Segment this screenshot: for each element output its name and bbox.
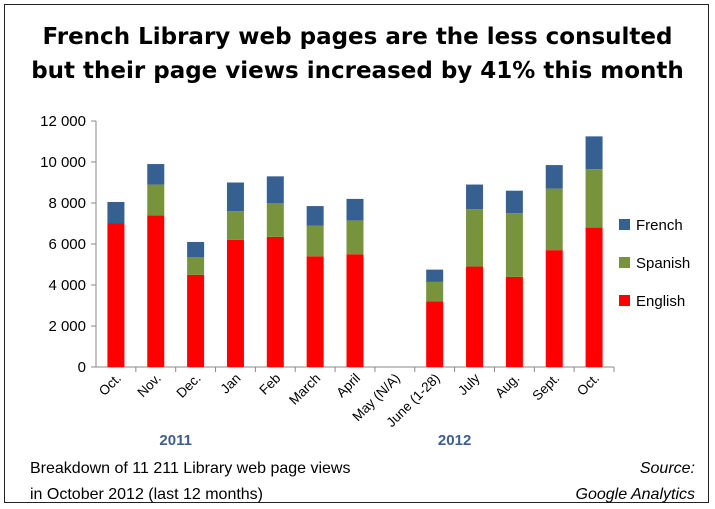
y-tick-label: 8 000 bbox=[48, 195, 86, 212]
bar-english bbox=[306, 256, 324, 367]
bar-english bbox=[426, 301, 444, 367]
legend-label-spanish: Spanish bbox=[636, 255, 690, 272]
bar-spanish bbox=[346, 220, 364, 255]
bar-english bbox=[545, 250, 563, 367]
footer-source: Source: Google Analytics bbox=[576, 456, 695, 508]
x-tick-label: Dec. bbox=[173, 371, 203, 401]
x-tick-label: Oct. bbox=[96, 371, 124, 399]
bar-spanish bbox=[306, 225, 324, 257]
y-tick-label: 6 000 bbox=[48, 236, 86, 253]
legend-swatch-english bbox=[619, 295, 630, 306]
bar-english bbox=[505, 276, 523, 367]
year-label: 2012 bbox=[438, 432, 471, 449]
bar-english bbox=[585, 227, 603, 367]
x-tick-label: July bbox=[455, 370, 483, 398]
bar-french bbox=[505, 190, 523, 214]
y-tick-label: 12 000 bbox=[40, 113, 86, 130]
year-label: 2011 bbox=[159, 432, 192, 449]
bar-french bbox=[187, 241, 205, 258]
bar-french bbox=[147, 164, 165, 185]
bar-spanish bbox=[585, 169, 603, 228]
bar-french bbox=[346, 198, 364, 221]
bar-french bbox=[306, 206, 324, 226]
x-tick-label: Feb bbox=[256, 371, 283, 398]
footer-source-line-2: Google Analytics bbox=[575, 486, 695, 503]
footer-description: Breakdown of 11 211 Library web page vie… bbox=[30, 456, 350, 508]
bar-spanish bbox=[187, 257, 205, 275]
x-tick-label: Nov. bbox=[134, 371, 164, 401]
footer-description-line-2: in October 2012 (last 12 months) bbox=[30, 486, 264, 503]
x-tick-label: Sept. bbox=[529, 371, 562, 404]
y-tick-label: 10 000 bbox=[40, 154, 86, 171]
bar-spanish bbox=[466, 209, 484, 267]
bar-english bbox=[107, 223, 125, 367]
bar-french bbox=[545, 165, 563, 189]
bar-english bbox=[346, 254, 364, 367]
legend-label-french: French bbox=[636, 217, 683, 234]
bar-french bbox=[266, 176, 284, 203]
chart-title-line-1: French Library web pages are the less co… bbox=[42, 24, 673, 50]
bar-french bbox=[466, 184, 484, 210]
legend-swatch-spanish bbox=[619, 257, 630, 268]
y-tick-label: 2 000 bbox=[48, 318, 86, 335]
x-tick-label: Aug. bbox=[492, 371, 522, 401]
footer-source-line-1: Source: bbox=[639, 460, 695, 477]
bar-english bbox=[226, 239, 244, 367]
chart-title: French Library web pages are the less co… bbox=[0, 20, 715, 88]
footer-description-line-1: Breakdown of 11 211 Library web page vie… bbox=[30, 460, 351, 477]
bar-french bbox=[107, 201, 125, 224]
bar-english bbox=[266, 236, 284, 367]
bar-spanish bbox=[545, 188, 563, 251]
legend-swatch-french bbox=[619, 219, 630, 230]
bar-french bbox=[226, 182, 244, 212]
x-tick-label: Jan bbox=[218, 371, 244, 397]
y-tick-label: 4 000 bbox=[48, 277, 86, 294]
bar-spanish bbox=[226, 211, 244, 240]
x-tick-label: Oct. bbox=[574, 371, 602, 399]
bar-spanish bbox=[505, 213, 523, 277]
bar-english bbox=[466, 266, 484, 367]
bar-french bbox=[585, 136, 603, 170]
bar-english bbox=[147, 215, 165, 367]
bar-spanish bbox=[426, 281, 444, 302]
bar-spanish bbox=[147, 184, 165, 216]
legend-label-english: English bbox=[636, 293, 685, 310]
bar-spanish bbox=[266, 203, 284, 237]
bar-french bbox=[426, 269, 444, 282]
bar-english bbox=[187, 274, 205, 367]
chart-title-line-2: but their page views increased by 41% th… bbox=[31, 58, 684, 84]
x-tick-label: April bbox=[333, 371, 363, 401]
x-tick-label: March bbox=[286, 371, 323, 408]
y-tick-label: 0 bbox=[78, 359, 86, 376]
